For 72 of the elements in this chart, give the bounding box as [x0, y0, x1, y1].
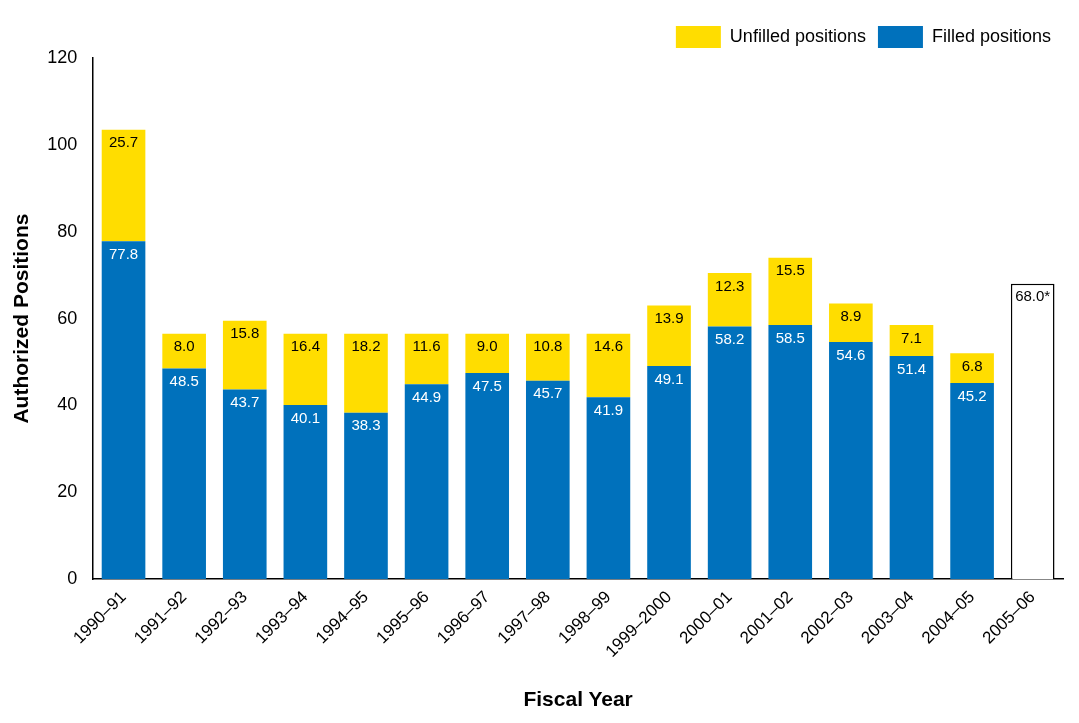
y-tick-label: 100: [47, 133, 78, 154]
data-label: 44.9: [411, 387, 442, 405]
bar: [465, 333, 510, 373]
bar: [829, 303, 873, 343]
bar: [344, 412, 388, 580]
data-label: 48.5: [169, 372, 199, 390]
data-label: 54.6: [836, 345, 866, 363]
bar: [829, 342, 873, 580]
bar: [950, 382, 994, 580]
bar: [404, 384, 449, 580]
data-label: 18.2: [351, 337, 381, 355]
legend-label: Unfilled positions: [729, 25, 866, 46]
data-label: 41.9: [593, 400, 624, 418]
bar: [162, 333, 206, 369]
data-label: 16.4: [290, 337, 320, 355]
data-label: 40.1: [290, 408, 320, 426]
bar: [768, 257, 813, 326]
bar: [647, 305, 691, 366]
data-label: 49.1: [654, 369, 684, 387]
data-label: 14.6: [593, 337, 624, 355]
x-axis-title: Fiscal Year: [523, 687, 633, 711]
data-label: 51.4: [896, 359, 927, 377]
bar: [647, 365, 691, 580]
y-tick-label: 40: [57, 394, 78, 415]
bar: [950, 353, 994, 383]
bar: [707, 273, 752, 327]
data-label: 77.8: [108, 244, 139, 262]
bar: [222, 389, 267, 580]
bar: [586, 333, 631, 398]
y-tick-label: 0: [67, 568, 78, 589]
bar: [889, 355, 934, 580]
bar: [162, 368, 206, 580]
data-label: 25.7: [108, 133, 139, 151]
y-tick-label: 20: [57, 481, 78, 502]
bar: [101, 129, 146, 242]
y-axis-title: Authorized Positions: [9, 213, 33, 424]
y-tick-label: 120: [47, 46, 78, 67]
bar: [465, 372, 510, 580]
data-label: 9.0: [476, 337, 498, 355]
bar: [283, 333, 328, 406]
bar: [404, 333, 449, 385]
data-label: 58.2: [715, 330, 745, 348]
data-label: 12.3: [715, 276, 745, 294]
bar: [525, 333, 570, 381]
data-label: 15.5: [775, 261, 805, 279]
data-label: 8.0: [173, 337, 195, 355]
data-label: 68.0*: [1015, 287, 1051, 305]
bar: [768, 325, 813, 580]
data-label: 10.8: [533, 337, 563, 355]
legend-label: Filled positions: [931, 25, 1052, 46]
data-label: 45.2: [957, 386, 987, 404]
data-label: 47.5: [472, 376, 502, 394]
bar: [586, 397, 631, 580]
data-label: 15.8: [230, 324, 260, 342]
bar: [707, 326, 752, 580]
data-label: 43.7: [230, 393, 260, 411]
bar: [283, 405, 328, 580]
data-label: 6.8: [961, 356, 983, 374]
y-tick-label: 80: [57, 220, 78, 241]
data-label: 58.5: [775, 328, 805, 346]
bar: [344, 333, 388, 413]
data-label: 8.9: [840, 307, 862, 325]
data-label: 45.7: [533, 384, 563, 402]
data-label: 13.9: [654, 309, 684, 327]
bar: [222, 320, 267, 390]
bar: [101, 241, 146, 580]
bar: [525, 380, 570, 580]
data-label: 38.3: [351, 416, 381, 434]
bar: [889, 325, 934, 356]
data-label: 11.6: [412, 337, 441, 355]
y-tick-label: 60: [57, 307, 78, 328]
data-label: 7.1: [901, 328, 922, 346]
